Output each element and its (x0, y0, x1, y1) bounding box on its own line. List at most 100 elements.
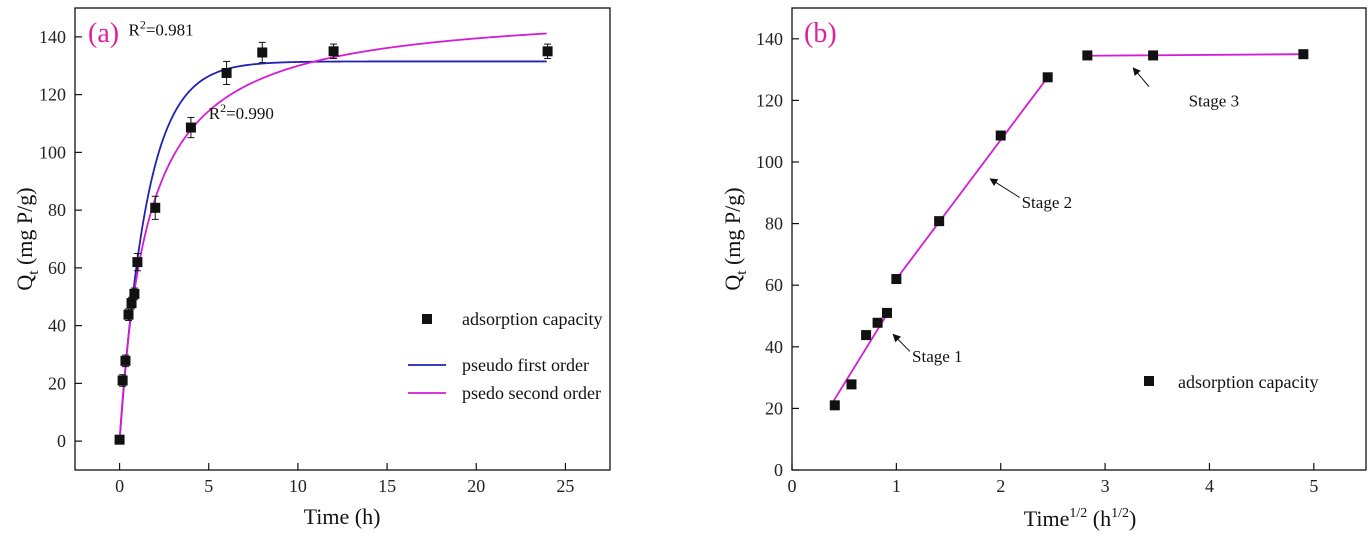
data-point (185, 122, 196, 133)
chart-b-y-axis-label-unit: (mg P/g) (720, 187, 745, 270)
x-tick-label: 2 (996, 476, 1005, 496)
data-point (1082, 50, 1093, 61)
chart-b: 0 1 2 3 4 5 0 20 40 60 80 100 120 140 Stage 1 Stage 2… (720, 7, 1367, 531)
data-point (150, 202, 161, 213)
y-tick-label: 0 (57, 431, 66, 451)
r-squared-label: R2=0.981 (129, 17, 194, 39)
chart-a-legend: adsorption capacity pseudo first order p… (408, 309, 602, 403)
legend-b-marker-symbol (1144, 376, 1154, 386)
chart-b-legend: adsorption capacity (1144, 372, 1318, 392)
chart-b-y-ticks: 0 20 40 60 80 100 120 140 (756, 29, 799, 480)
y-tick-label: 140 (39, 27, 66, 47)
data-point (129, 288, 140, 299)
stage-label: Stage 3 (1189, 92, 1240, 111)
y-tick-label: 120 (39, 85, 66, 105)
y-tick-label: 80 (48, 200, 66, 220)
chart-a-y-ticks: 0 20 40 60 80 100 120 140 (39, 27, 82, 451)
data-point (861, 330, 872, 341)
x-tick-label: 20 (467, 476, 485, 496)
chart-b-y-axis-label-q: Q (720, 275, 745, 291)
data-point (872, 317, 883, 328)
chart-b-x-ticks: 0 1 2 3 4 5 (788, 463, 1318, 496)
legend-a-marker-symbol (422, 314, 432, 324)
y-tick-label: 20 (48, 373, 66, 393)
y-tick-label: 100 (756, 152, 783, 172)
y-tick-label: 140 (756, 29, 783, 49)
data-point (1298, 49, 1309, 60)
chart-a-frame (74, 7, 611, 471)
chart-a-x-axis-label: Time (h) (304, 504, 381, 529)
fit-curve-pso (118, 32, 547, 442)
chart-a-fit-lines (118, 32, 547, 442)
chart-b-y-axis-label-sub: t (734, 270, 750, 275)
x-tick-label: 5 (1309, 476, 1318, 496)
stage-label: Stage 2 (1022, 193, 1073, 212)
data-point (257, 47, 268, 58)
y-tick-label: 40 (48, 316, 66, 336)
x-tick-label: 10 (289, 476, 307, 496)
data-point (1148, 50, 1159, 61)
stage-fit-line-3 (1087, 53, 1304, 57)
chart-a-panel-label: (a) (88, 18, 119, 49)
chart-b-x-label-sup2: 1/2 (1111, 506, 1129, 521)
stage-label: Stage 1 (912, 347, 963, 366)
x-tick-label: 4 (1205, 476, 1214, 496)
r-squared-base: R (209, 104, 221, 123)
chart-b-panel-label: (b) (804, 18, 837, 49)
data-point (132, 257, 143, 268)
x-tick-label: 0 (115, 476, 124, 496)
x-tick-label: 1 (892, 476, 901, 496)
y-tick-label: 20 (765, 398, 783, 418)
chart-b-x-axis-label: Time1/2 (h1/2) (1024, 506, 1137, 531)
data-point (120, 355, 131, 366)
x-tick-label: 15 (378, 476, 396, 496)
chart-b-x-label-end: ) (1129, 506, 1136, 531)
r-squared-value: =0.990 (226, 104, 274, 123)
r-squared-value: =0.981 (146, 20, 194, 39)
data-point (542, 46, 553, 57)
chart-b-x-label-time: Time (1024, 506, 1070, 531)
data-point (1042, 72, 1053, 83)
chart-b-data-points (829, 49, 1309, 411)
y-tick-label: 0 (774, 460, 783, 480)
stage-fit-line-2 (895, 76, 1049, 280)
stage-fit-line-1 (832, 313, 888, 402)
y-tick-label: 60 (48, 258, 66, 278)
chart-a-y-axis-label: Qt (mg P/g) (12, 187, 42, 290)
chart-b-x-label-sup1: 1/2 (1069, 506, 1087, 521)
chart-b-x-label-mid: (h (1087, 506, 1111, 531)
chart-b-y-axis-label: Qt (mg P/g) (720, 187, 750, 290)
data-point (891, 274, 902, 285)
r-squared-base: R (129, 20, 141, 39)
y-tick-label: 80 (765, 214, 783, 234)
legend-a-label-adsorption: adsorption capacity (462, 309, 602, 329)
data-point (221, 67, 232, 78)
r-squared-sup: 2 (220, 101, 226, 115)
data-point (117, 375, 128, 386)
chart-a-y-axis-label-q: Q (12, 275, 37, 291)
y-tick-label: 60 (765, 275, 783, 295)
y-tick-label: 100 (39, 142, 66, 162)
stage-arrow (1132, 67, 1150, 87)
x-tick-label: 3 (1101, 476, 1110, 496)
data-point (881, 307, 892, 318)
x-tick-label: 0 (788, 476, 797, 496)
x-tick-label: 5 (204, 476, 213, 496)
legend-a-label-pso: psedo second order (462, 383, 601, 403)
stage-arrow (892, 333, 911, 352)
data-point (114, 434, 125, 445)
y-tick-label: 120 (756, 90, 783, 110)
y-tick-label: 40 (765, 337, 783, 357)
x-tick-label: 25 (556, 476, 574, 496)
data-point (126, 298, 137, 309)
r-squared-label: R2=0.990 (209, 101, 274, 123)
data-point (829, 400, 840, 411)
data-point (328, 46, 339, 57)
chart-a-y-axis-label-unit: (mg P/g) (12, 187, 37, 270)
legend-a-label-pfo: pseudo first order (462, 355, 589, 375)
chart-a-x-ticks: 0 5 10 15 20 25 (115, 463, 574, 496)
legend-b-label-adsorption: adsorption capacity (1178, 372, 1318, 392)
